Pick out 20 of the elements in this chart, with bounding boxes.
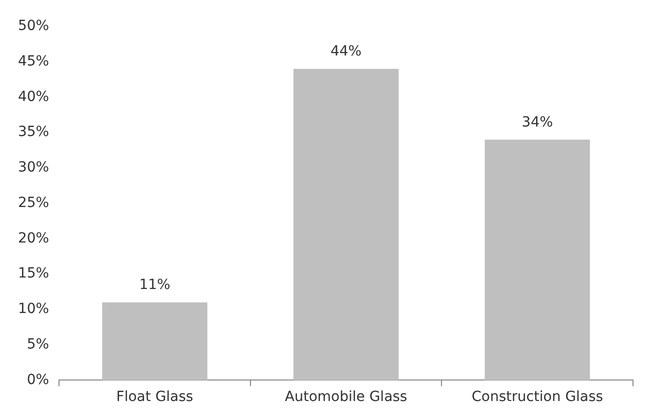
- bar: [293, 68, 399, 380]
- y-tick-label: 20%: [18, 230, 50, 246]
- x-tick-label: Construction Glass: [472, 389, 604, 406]
- y-tick-label: 40%: [18, 88, 50, 105]
- y-tick-label: 10%: [18, 301, 50, 318]
- y-tick-label: 0%: [26, 372, 50, 388]
- y-tick-label: 35%: [18, 124, 50, 140]
- bar: [484, 140, 590, 380]
- y-tick-label: 50%: [18, 18, 50, 34]
- x-tick-label: Float Glass: [116, 389, 194, 406]
- y-tick-label: 30%: [18, 160, 50, 176]
- data-label: 34%: [522, 114, 553, 130]
- y-tick-label: 15%: [18, 266, 50, 282]
- data-label: 11%: [139, 277, 170, 294]
- y-tick-label: 45%: [18, 53, 50, 70]
- x-tick-label: Automobile Glass: [284, 389, 408, 406]
- y-tick-label: 25%: [18, 194, 50, 211]
- data-label: 44%: [330, 43, 362, 60]
- y-tick-label: 5%: [26, 336, 50, 352]
- bar: [102, 302, 208, 380]
